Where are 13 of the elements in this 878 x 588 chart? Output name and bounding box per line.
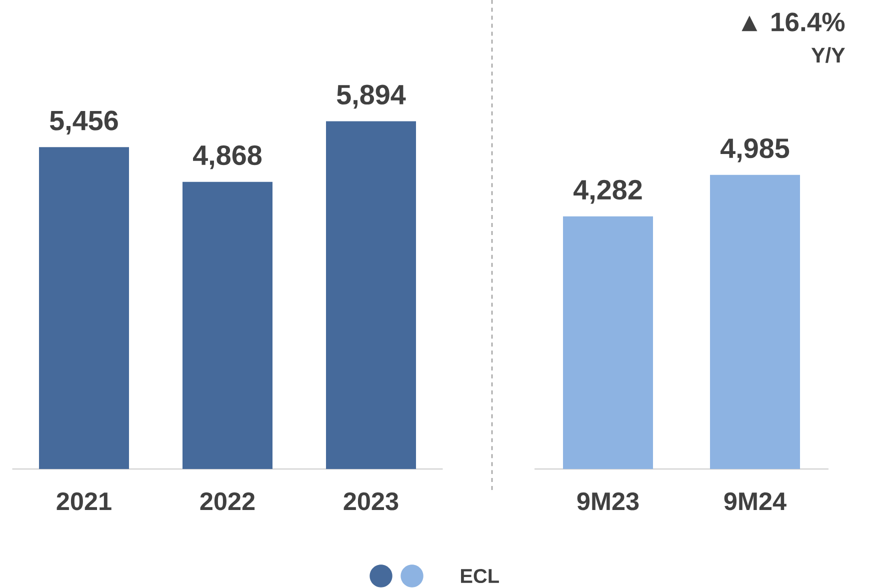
data-label: 4,985 (720, 138, 790, 162)
x-tick-label: 2023 (344, 492, 398, 510)
x-tick-label: 9M24 (724, 492, 786, 510)
text: Y/Y (811, 47, 845, 63)
data-label: 4,868 (193, 145, 262, 170)
data-label: 5,456 (50, 110, 118, 134)
data-label: 4,282 (574, 180, 642, 204)
x-tick-label: 9M23 (577, 492, 639, 510)
x-tick-label: 2021 (56, 492, 112, 510)
text: ECL (461, 568, 499, 584)
x-tick-label: 2022 (200, 492, 255, 510)
text: ▲ 16.4% (742, 12, 845, 32)
data-label: 5,894 (336, 84, 406, 109)
